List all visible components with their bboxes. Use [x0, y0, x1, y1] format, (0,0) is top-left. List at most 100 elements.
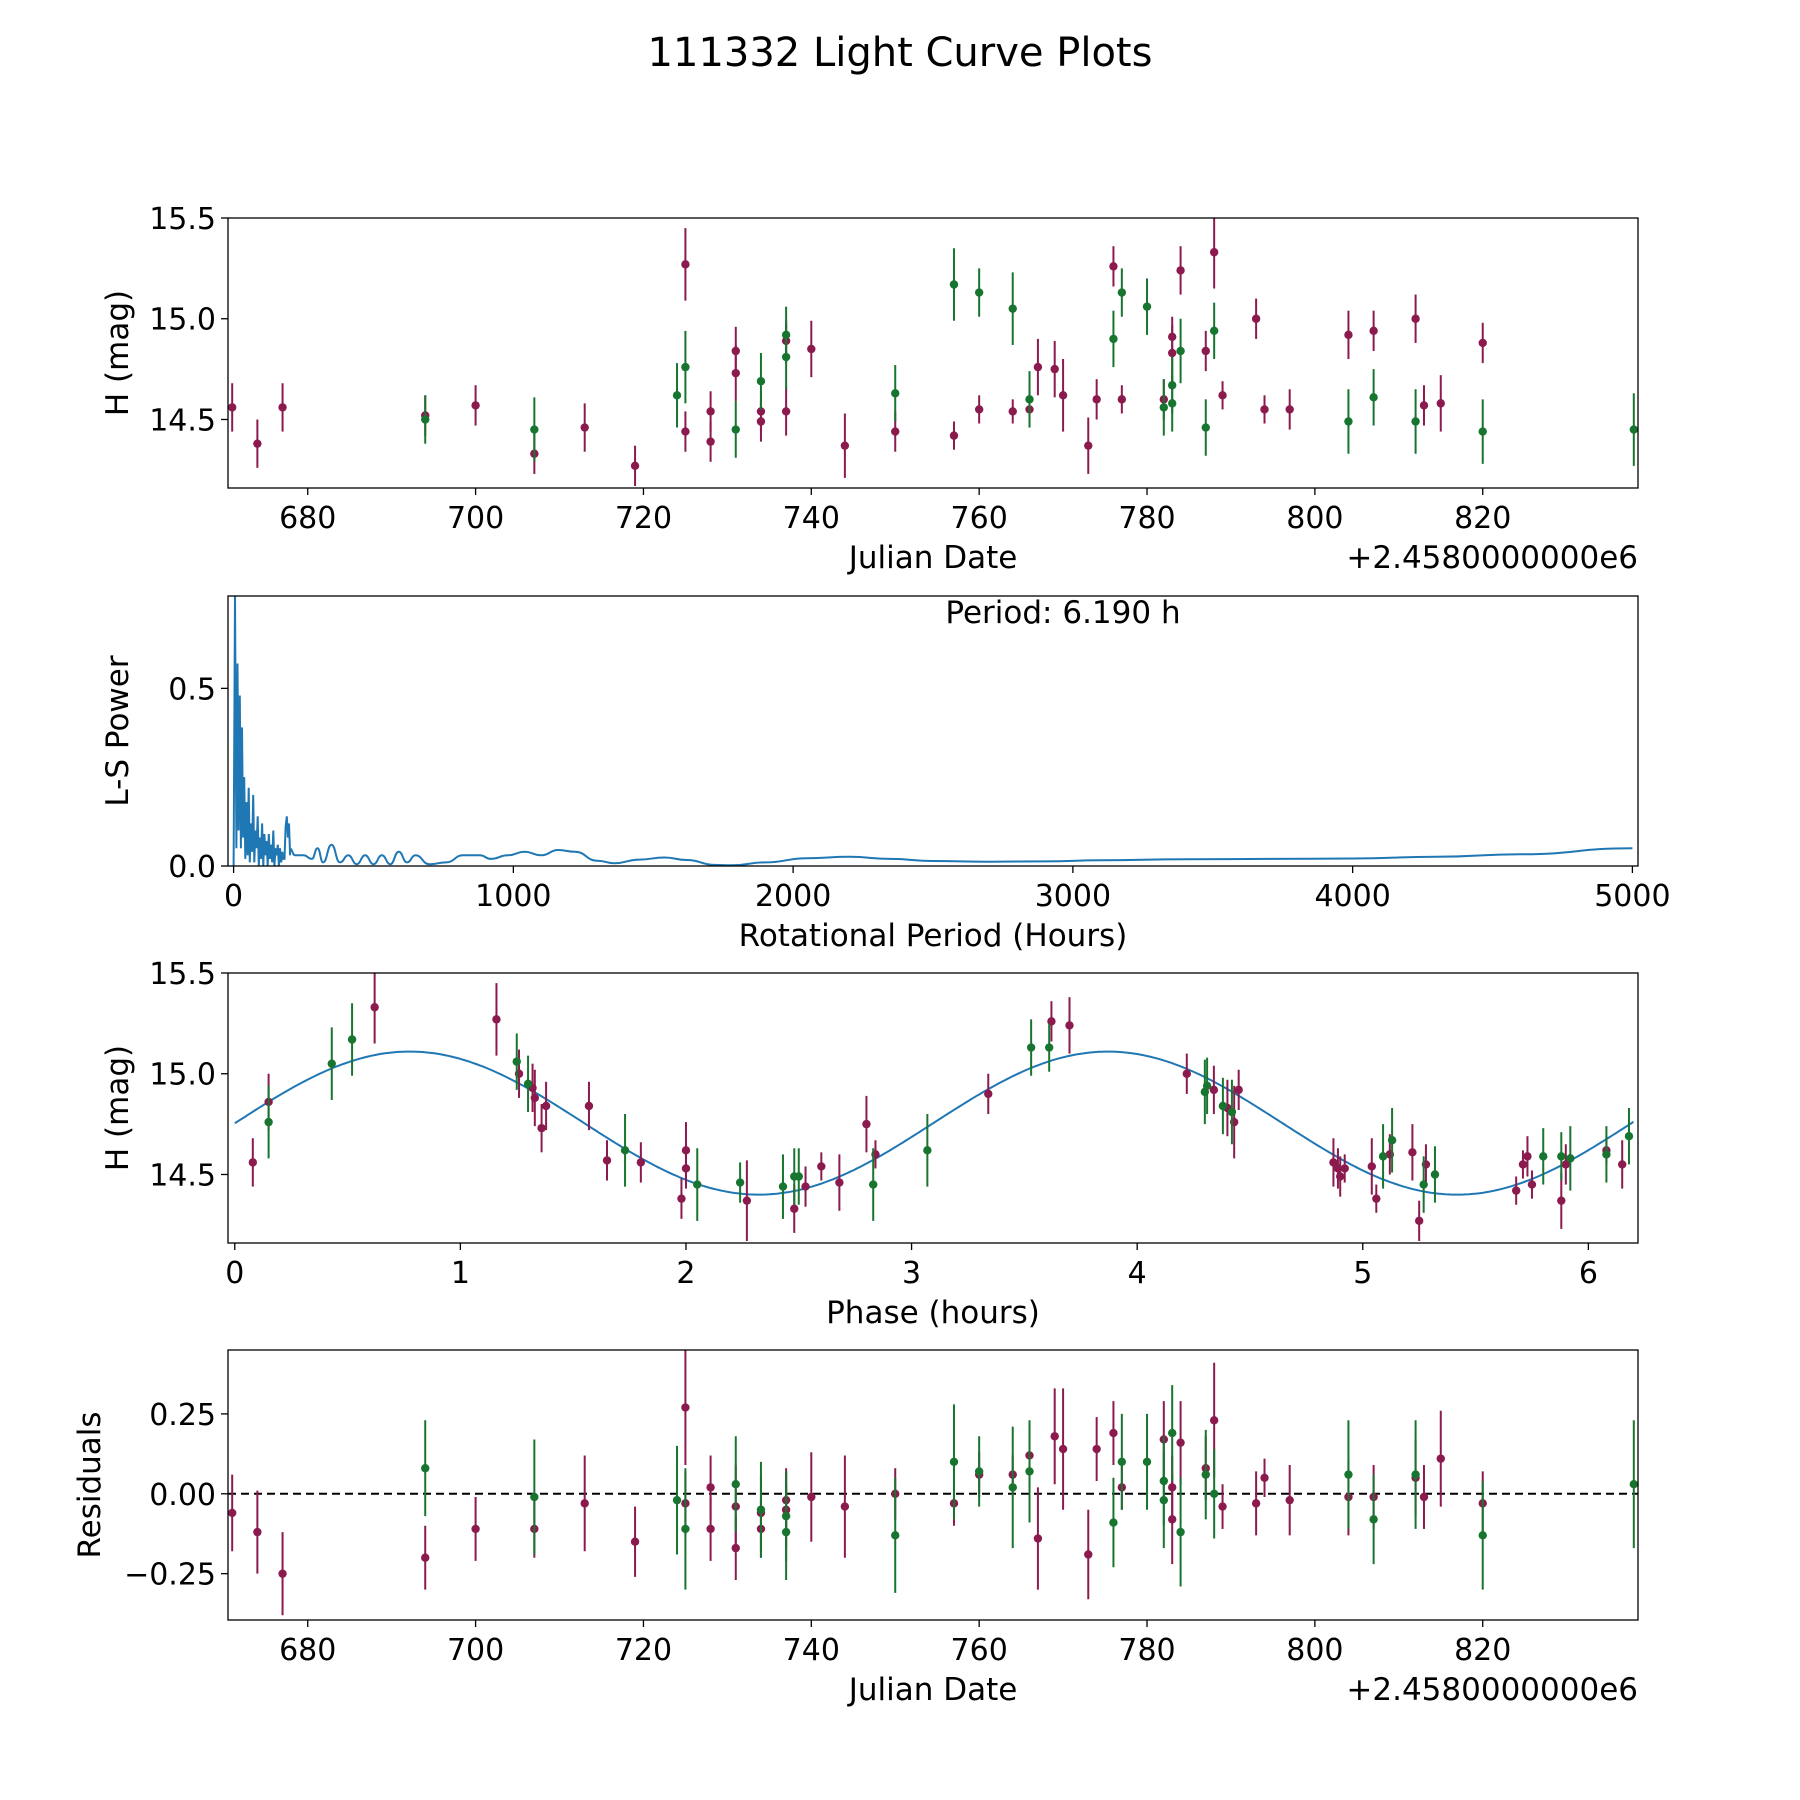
jd-point-green: [681, 362, 690, 372]
resid-point-magenta: [471, 1524, 480, 1534]
resid-xtick-label: 720: [615, 1633, 672, 1668]
jd-point-green: [1008, 304, 1017, 313]
phase-point-magenta: [984, 1089, 993, 1099]
phase-point-green: [264, 1117, 273, 1127]
phase-point-magenta: [636, 1158, 646, 1167]
figure-title: 111332 Light Curve Plots: [648, 30, 1153, 76]
ls-xtick-label: 0: [224, 879, 243, 914]
phase-point-magenta: [801, 1182, 810, 1191]
resid-xlabel: Julian Date: [847, 1672, 1018, 1708]
phase-point-magenta: [862, 1119, 871, 1129]
resid-point-green: [1008, 1483, 1017, 1492]
phase-xlabel: Phase (hours): [826, 1295, 1040, 1331]
phase-point-green: [1227, 1107, 1237, 1117]
resid-point-magenta: [706, 1483, 715, 1492]
phase-point-magenta: [602, 1156, 612, 1165]
jd-xtick-label: 700: [447, 501, 504, 536]
resid-point-green: [421, 1464, 430, 1473]
jd-point-green: [1142, 302, 1152, 311]
phase-xtick-label: 6: [1579, 1256, 1598, 1291]
jd-point-magenta: [731, 368, 740, 378]
phase-point-magenta: [835, 1178, 844, 1187]
phase-ytick-label: 15.0: [149, 1058, 216, 1093]
phase-point-magenta: [248, 1158, 258, 1167]
phase-point-green: [1218, 1101, 1228, 1111]
jd-point-green: [1209, 326, 1219, 336]
phase-ytick-label: 15.5: [149, 957, 216, 992]
phase-point-magenta: [790, 1204, 799, 1213]
phase-point-magenta: [1336, 1172, 1345, 1181]
phase-point-green: [347, 1035, 357, 1044]
phase-point-magenta: [1182, 1069, 1192, 1078]
jd-point-magenta: [1419, 401, 1429, 410]
jd-point-green: [1344, 417, 1353, 426]
jd-point-green: [421, 415, 430, 424]
panel-phase-folded: 0 1 2 3 4 5 6 14.5 15.0 15.5 Phase (hours) H (mag): [100, 957, 1639, 1331]
resid-point-green: [681, 1524, 690, 1534]
phase-ytick-label: 14.5: [149, 1158, 216, 1193]
resid-axes-frame: [227, 1349, 1639, 1621]
resid-point-green: [1478, 1531, 1487, 1540]
jd-plot-area: [228, 218, 1638, 486]
resid-point-green: [1176, 1527, 1185, 1537]
phase-point-magenta: [1329, 1158, 1338, 1167]
phase-xtick-label: 3: [902, 1256, 921, 1291]
resid-point-magenta: [840, 1502, 850, 1511]
phase-point-green: [1387, 1136, 1397, 1145]
phase-point-magenta: [1414, 1216, 1424, 1226]
resid-point-magenta: [1218, 1502, 1227, 1511]
phase-xtick-label: 1: [451, 1256, 470, 1291]
panel-residuals: 680 700 720 740 760 780 800 820 −0.25 0.00 0.25 Jul…: [72, 1349, 1639, 1708]
jd-point-green: [891, 389, 900, 398]
jd-point-magenta: [228, 403, 237, 412]
resid-point-green: [1344, 1470, 1353, 1479]
jd-point-magenta: [1117, 395, 1127, 404]
phase-point-magenta: [1618, 1160, 1627, 1169]
ls-xlabel: Rotational Period (Hours): [739, 918, 1128, 954]
ls-ytick-label: 0.0: [168, 850, 216, 885]
phase-point-green: [512, 1057, 521, 1066]
ls-xtick-label: 3000: [1035, 879, 1111, 914]
resid-point-magenta: [1084, 1550, 1093, 1559]
jd-point-magenta: [1436, 399, 1445, 408]
jd-point-green: [949, 280, 959, 289]
phase-point-magenta: [492, 1015, 501, 1024]
resid-point-green: [1209, 1489, 1219, 1498]
resid-xtick-label: 820: [1454, 1633, 1511, 1668]
jd-point-magenta: [840, 441, 850, 450]
resid-point-magenta: [580, 1499, 589, 1508]
jd-point-green: [731, 425, 740, 434]
panel-lomb-scargle-periodogram: 0 1000 2000 3000 4000 5000 0.0 0.5 Rotational Pe…: [100, 595, 1671, 954]
jd-point-magenta: [1251, 314, 1261, 323]
resid-point-magenta: [1209, 1416, 1219, 1425]
jd-xtick-label: 720: [615, 501, 672, 536]
resid-point-green: [530, 1492, 539, 1502]
phase-point-magenta: [1518, 1160, 1528, 1169]
resid-x-offset-label: +2.4580000000e6: [1346, 1672, 1638, 1708]
ls-short-period-spikes: [232, 596, 292, 866]
resid-point-green: [1142, 1457, 1152, 1467]
jd-point-magenta: [1285, 405, 1294, 414]
jd-point-green: [1629, 425, 1638, 434]
resid-point-green: [1159, 1476, 1169, 1486]
phase-point-green: [869, 1180, 878, 1189]
phase-point-magenta: [742, 1196, 752, 1205]
phase-point-green: [923, 1146, 932, 1155]
resid-point-magenta: [1050, 1432, 1059, 1441]
phase-point-magenta: [370, 1003, 379, 1012]
phase-point-green: [1202, 1081, 1212, 1091]
phase-point-green: [1430, 1170, 1440, 1179]
phase-point-green: [1557, 1152, 1566, 1161]
jd-point-green: [1176, 346, 1185, 356]
jd-point-green: [1478, 427, 1487, 436]
phase-xtick-label: 0: [225, 1256, 244, 1291]
jd-point-green: [1167, 399, 1177, 408]
phase-xtick-label: 2: [676, 1256, 695, 1291]
jd-xtick-label: 680: [279, 501, 336, 536]
resid-point-green: [1109, 1518, 1118, 1527]
resid-xtick-label: 740: [783, 1633, 840, 1668]
resid-point-green: [1167, 1428, 1177, 1438]
phase-point-magenta: [1367, 1162, 1376, 1171]
phase-xtick-label: 5: [1353, 1256, 1372, 1291]
resid-point-magenta: [807, 1492, 816, 1502]
